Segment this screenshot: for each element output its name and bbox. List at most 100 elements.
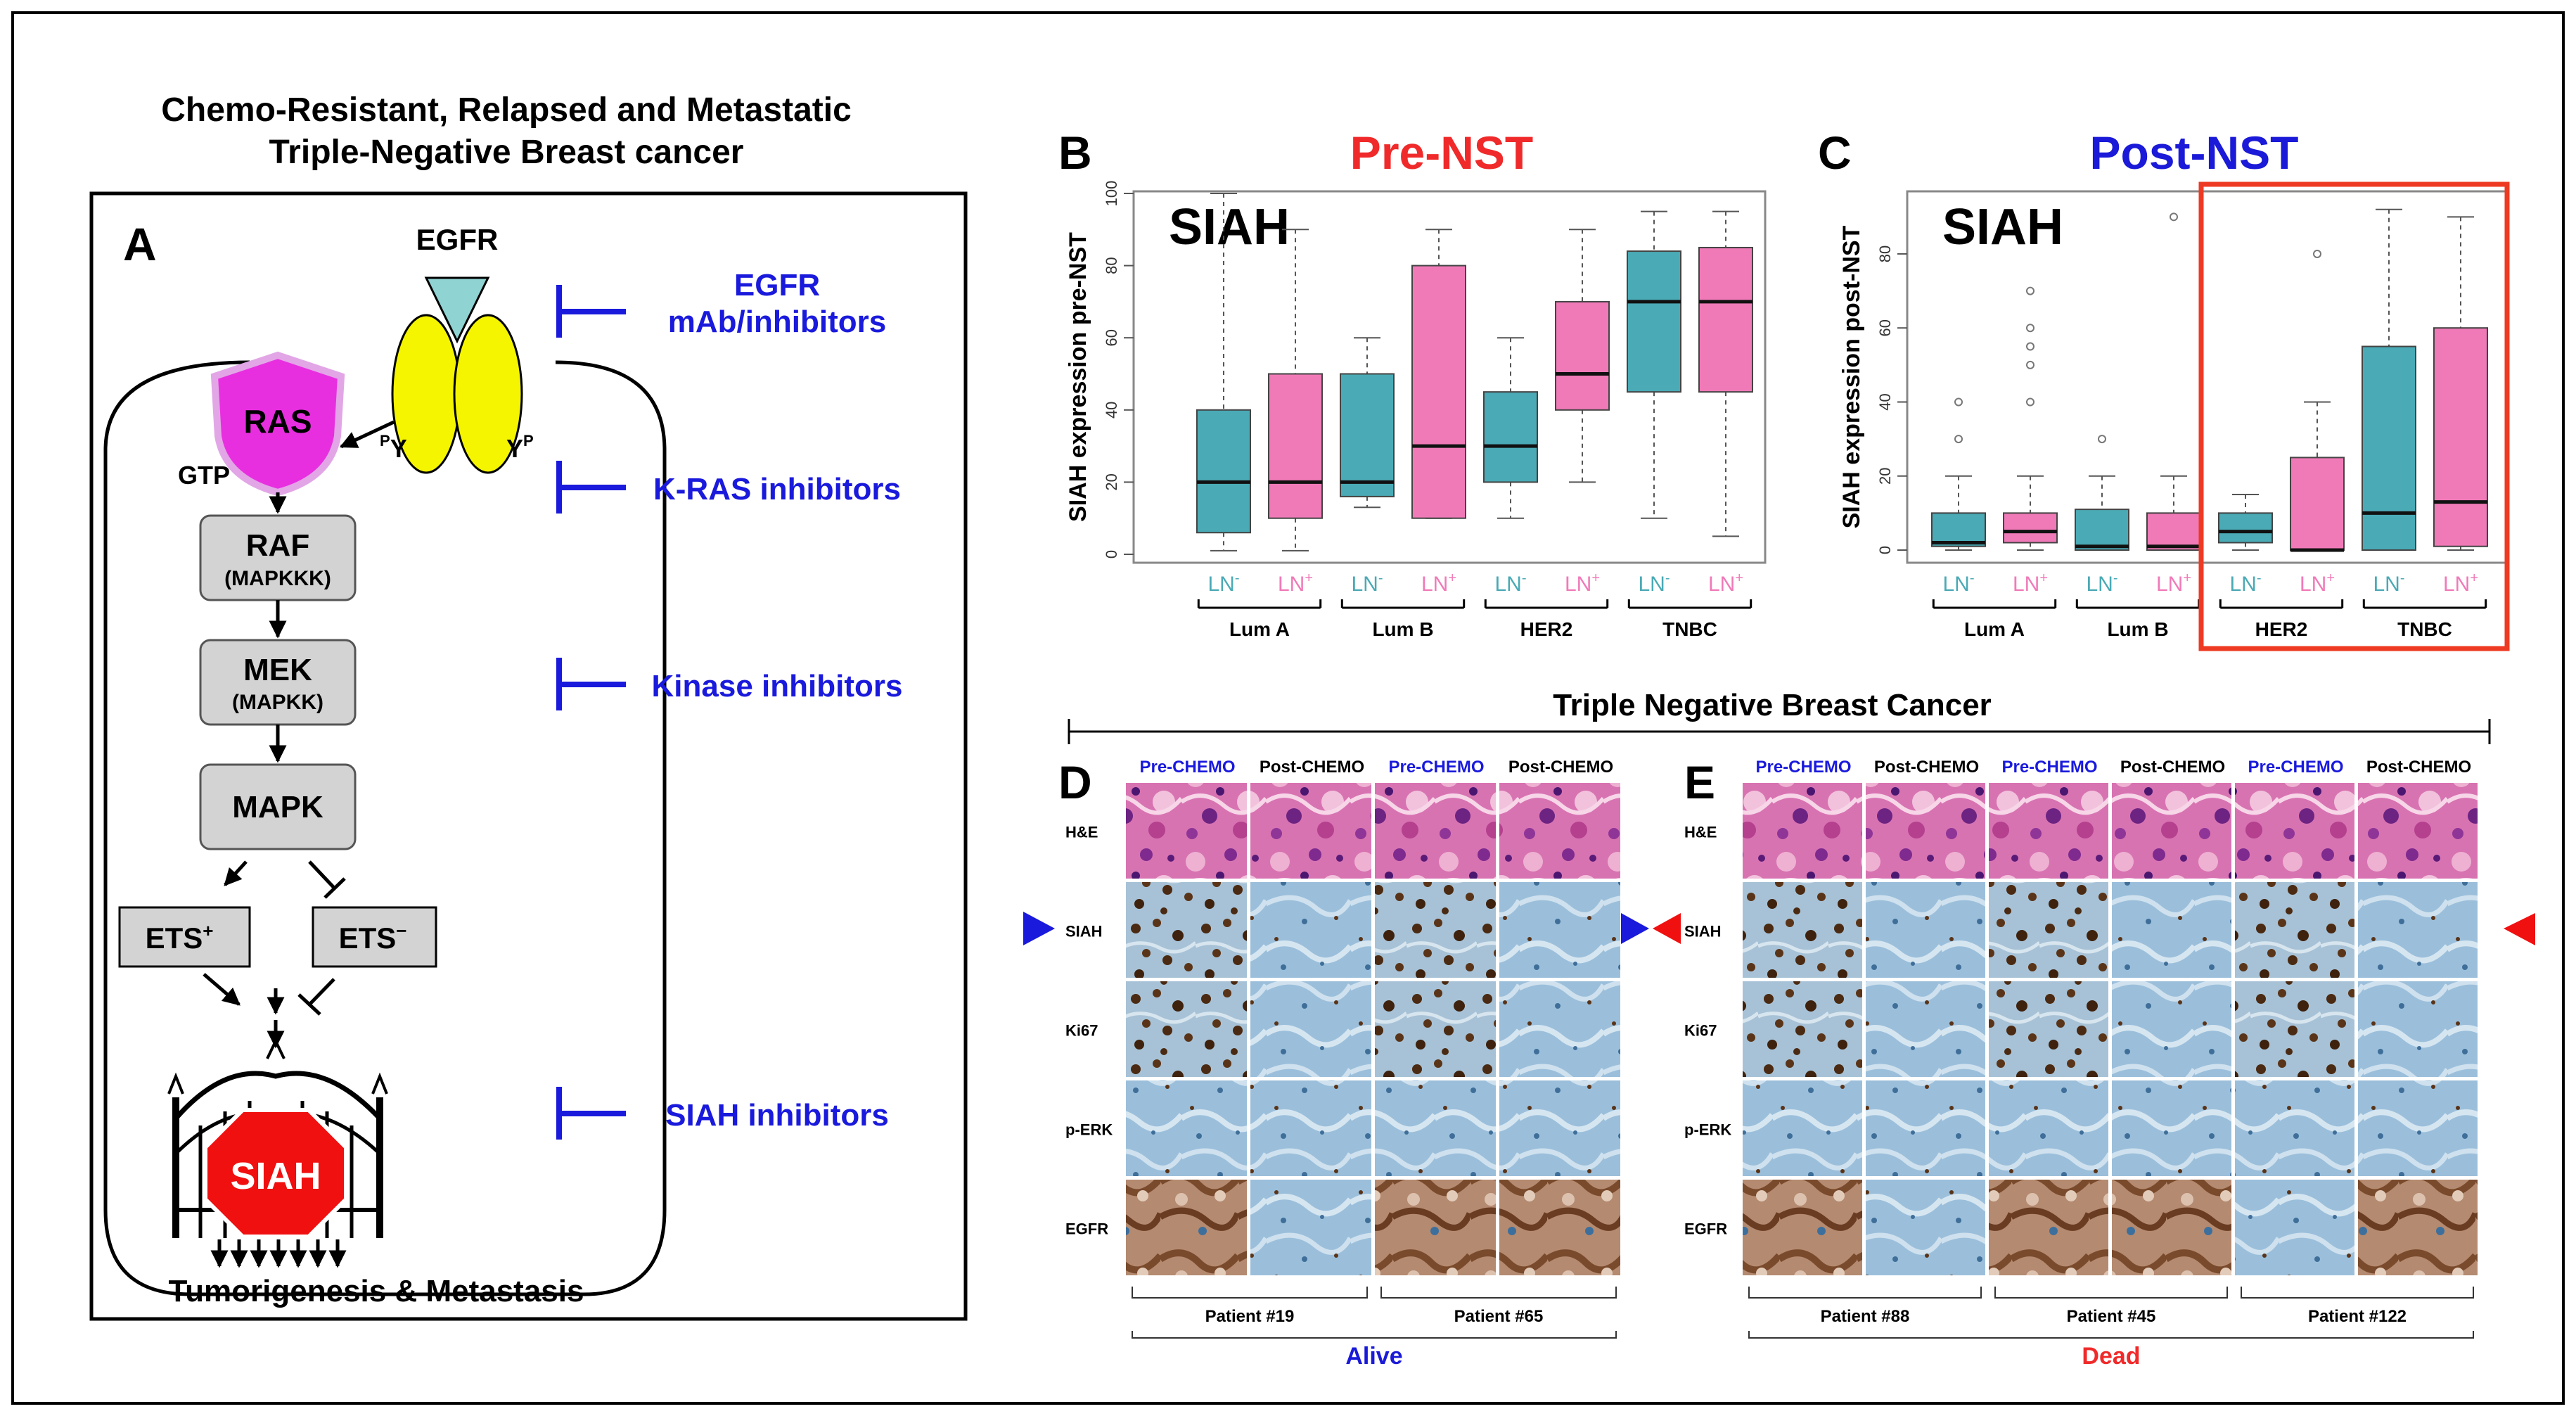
patient-label: Patient #122	[2308, 1307, 2407, 1326]
category-label: LN+	[1565, 570, 1600, 596]
category-label: LN-	[2086, 570, 2117, 596]
outcome-label: Tumorigenesis & Metastasis	[169, 1274, 584, 1308]
row-label: H&E	[1065, 824, 1098, 841]
micrograph-tile	[1741, 782, 1864, 880]
patient-label: Patient #88	[1821, 1307, 1910, 1326]
chart-inset-label: SIAH	[1169, 199, 1290, 255]
box-4	[2218, 494, 2273, 551]
outcome-label: Alive	[1345, 1343, 1402, 1370]
y-tick-label: 40	[1876, 393, 1894, 410]
outlier-point	[2313, 249, 2321, 258]
panel-a-title-line2: Triple-Negative Breast cancer	[269, 134, 744, 171]
outcome-label: Dead	[2082, 1343, 2140, 1370]
category-label: LN-	[1207, 570, 1239, 596]
micrograph-tile	[1373, 980, 1497, 1078]
output-arrows	[210, 1239, 347, 1268]
micrograph-tile	[1124, 1079, 1248, 1178]
micrograph-tile	[2234, 1079, 2356, 1178]
panel-c-letter: C	[1818, 127, 1852, 179]
ets-plus-text: ETS	[146, 921, 203, 955]
y-axis-label: SIAH expression pre-NST	[1065, 232, 1091, 522]
box-4	[1483, 337, 1538, 519]
panel-a-title-line1: Chemo-Resistant, Relapsed and Metastatic	[161, 91, 852, 129]
py-left-sup: P	[380, 432, 390, 449]
panel-c: C Post-NST 0 20 40 60 80 SIAH expression post…	[1818, 127, 2510, 651]
siah-row-pointer-e-icon	[2504, 913, 2535, 945]
y-tick-label: 0	[1103, 550, 1120, 559]
py-right-sup: P	[523, 432, 534, 449]
ets-minus-sup: −	[396, 920, 406, 941]
outlier-point	[2026, 397, 2034, 407]
panel-c-title: Post-NST	[2090, 127, 2299, 179]
micrograph-tile	[1498, 782, 1622, 880]
panel-b-title: Pre-NST	[1350, 127, 1533, 179]
column-header-pre: Pre-CHEMO	[2001, 758, 2097, 777]
micrograph-tile	[1498, 1178, 1622, 1277]
box-7	[2433, 216, 2488, 551]
box-iqr	[1268, 373, 1323, 519]
box-iqr	[2290, 457, 2345, 551]
column-header-post: Post-CHEMO	[2120, 758, 2225, 777]
egfr-label: EGFR	[416, 223, 499, 256]
subgroup-label: Lum A	[1964, 618, 2025, 640]
micrograph-tile	[2234, 782, 2356, 880]
category-label: LN-	[1638, 570, 1670, 596]
micrograph-tile	[1864, 980, 1987, 1078]
subgroup-label: TNBC	[2397, 618, 2452, 640]
box-6	[2362, 208, 2416, 551]
siah-inhibitor-bar-icon	[556, 1087, 626, 1140]
box-iqr	[1698, 246, 1753, 393]
py-left-label: PY	[380, 432, 407, 463]
ets-plus-to-siah-arrow	[203, 973, 241, 1006]
patient-bracket	[1748, 1287, 1982, 1299]
micrograph-tile	[2357, 782, 2479, 880]
box-iqr	[1411, 264, 1466, 519]
micrograph-tile	[1498, 881, 1622, 979]
y-tick-label: 0	[1876, 546, 1894, 554]
column-header-pre: Pre-CHEMO	[1139, 758, 1235, 777]
egf-ligand-icon	[424, 276, 490, 344]
mek-label: MEK	[243, 653, 312, 687]
kras-inhibitor-bar-icon	[556, 461, 626, 514]
category-label: LN+	[2300, 570, 2335, 596]
subgroup-label: TNBC	[1662, 618, 1717, 640]
y-tick-label: 60	[1876, 319, 1894, 336]
box-0	[1196, 193, 1251, 551]
mapk-node	[199, 763, 357, 850]
micrograph-tile	[1373, 1079, 1497, 1178]
box-2	[2075, 475, 2129, 551]
panel-a-letter: A	[123, 218, 157, 270]
siah-stop-sign-icon	[203, 1108, 348, 1239]
mek-sublabel: (MAPKK)	[232, 691, 323, 714]
micrograph-tile	[1741, 1178, 1864, 1277]
micrograph-tile	[1124, 980, 1248, 1078]
box-iqr	[2075, 509, 2129, 551]
box-1	[2003, 475, 2058, 551]
category-label: LN-	[2373, 570, 2404, 596]
box-3	[1411, 229, 1466, 519]
micrograph-tile	[2110, 782, 2233, 880]
chart-inset-label: SIAH	[1942, 199, 2063, 255]
column-header-post: Post-CHEMO	[1874, 758, 1979, 777]
column-header-pre: Pre-CHEMO	[2248, 758, 2343, 777]
ets-minus-text: ETS	[339, 921, 397, 955]
py-right: Y	[506, 434, 523, 463]
box-iqr	[1627, 250, 1681, 393]
patient-bracket	[2241, 1287, 2474, 1299]
box-iqr	[2433, 327, 2488, 547]
box-1	[1268, 229, 1323, 551]
micrograph-tile	[1864, 1178, 1987, 1277]
kinase-inhibitor-bar-icon	[556, 658, 626, 710]
ras-label: RAS	[243, 403, 312, 440]
micrograph-tile	[1987, 980, 2110, 1078]
y-tick-label: 80	[1876, 245, 1894, 262]
outcome-bracket	[1748, 1331, 2474, 1339]
panel-a: Chemo-Resistant, Relapsed and Metastatic…	[89, 91, 968, 1321]
y-tick-label: 60	[1103, 329, 1120, 346]
micrograph-tile	[2234, 881, 2356, 979]
y-tick-label: 20	[1103, 473, 1120, 490]
row-label: SIAH	[1065, 923, 1103, 940]
ets-minus-node	[312, 906, 437, 968]
micrograph-tile	[1498, 1079, 1622, 1178]
patient-bracket	[1132, 1287, 1368, 1299]
